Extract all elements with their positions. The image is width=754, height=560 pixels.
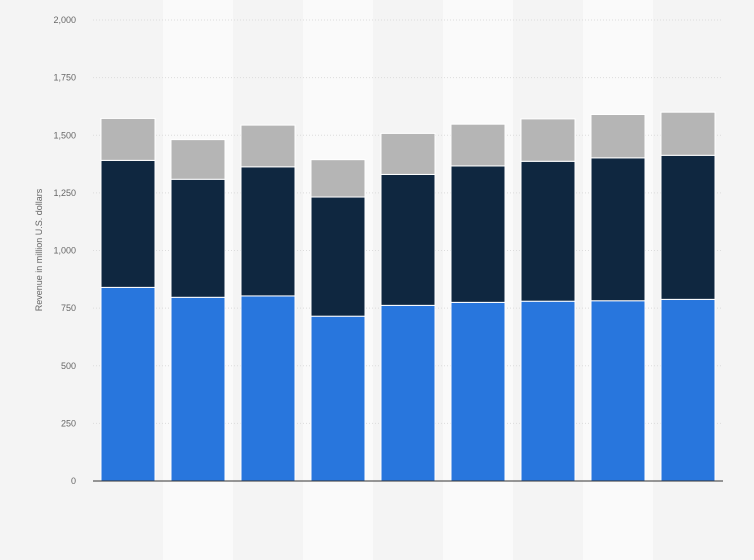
y-tick-label: 1,250 <box>53 188 76 198</box>
bar-segment-series-1 <box>450 301 506 482</box>
bar-segment-series-2 <box>660 154 716 300</box>
y-tick-label: 1,000 <box>53 246 76 256</box>
y-tick-label: 1,500 <box>53 130 76 140</box>
bar-segment-series-1 <box>240 295 296 482</box>
bar-segment-series-3 <box>590 114 646 159</box>
bar-segment-series-2 <box>450 165 506 303</box>
bar-segment-series-2 <box>240 166 296 297</box>
y-axis-ticks: 0 250 500 750 1,000 1,250 1,500 1,750 2,000 <box>53 15 76 486</box>
y-tick-label: 2,000 <box>53 15 76 25</box>
bar-segment-series-1 <box>100 286 156 482</box>
bar-segment-series-2 <box>590 157 646 302</box>
bar-segment-series-1 <box>590 300 646 482</box>
bar-segment-series-3 <box>450 123 506 167</box>
bar-segment-series-3 <box>660 111 716 156</box>
bar-segment-series-3 <box>100 117 156 161</box>
bar-segment-series-3 <box>310 159 366 198</box>
bar-segment-series-2 <box>170 178 226 298</box>
bar-segment-series-1 <box>380 304 436 482</box>
bar-segment-series-3 <box>380 132 436 175</box>
bar-segment-series-2 <box>520 160 576 302</box>
bar-segment-series-2 <box>310 196 366 317</box>
y-tick-label: 250 <box>61 418 76 428</box>
bar-segment-series-2 <box>100 159 156 288</box>
bar-segment-series-2 <box>380 173 436 306</box>
bar-segment-series-3 <box>520 118 576 162</box>
y-tick-label: 500 <box>61 361 76 371</box>
bar-segment-series-1 <box>520 300 576 482</box>
bar-segment-series-1 <box>660 298 716 482</box>
y-tick-label: 1,750 <box>53 73 76 83</box>
bars <box>100 111 716 482</box>
y-tick-label: 750 <box>61 303 76 313</box>
bar-segment-series-1 <box>170 296 226 482</box>
y-tick-label: 0 <box>71 476 76 486</box>
bar-segment-series-3 <box>170 139 226 180</box>
bar-segment-series-1 <box>310 315 366 482</box>
y-axis-title: Revenue in million U.S. dollars <box>34 188 44 311</box>
bar-segment-series-3 <box>240 124 296 168</box>
